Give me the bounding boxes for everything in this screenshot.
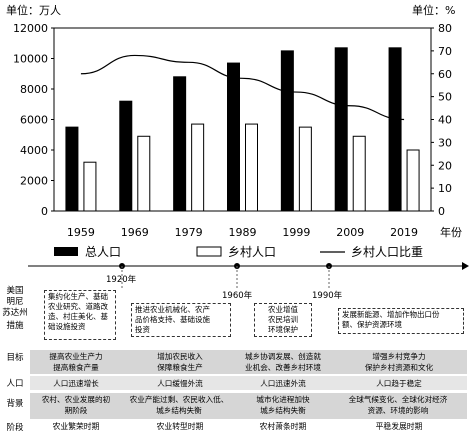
right-tick-label: 30 xyxy=(438,136,452,149)
x-axis-ticks: 1959 1969 1979 1989 1999 2009 2019 xyxy=(67,226,418,239)
left-axis-title: 单位：万人 xyxy=(6,3,61,17)
row-label-measures: 措施 xyxy=(6,321,24,331)
stage-2: 农业转型时期 xyxy=(156,422,204,431)
total-population-bar xyxy=(227,62,240,212)
goal-period-1: 提高农业生产力 提高粮食产量 xyxy=(49,352,103,372)
background-band xyxy=(30,393,467,419)
timeline-arrow xyxy=(28,262,469,288)
stage-4: 平稳发展时期 xyxy=(375,422,423,431)
measures-box-3: 农业增值 农民培训 环境保护 xyxy=(254,303,312,337)
left-tick-label: 12000 xyxy=(13,22,48,35)
goal-period-4: 增强乡村竞争力 保护乡村资源和文化 xyxy=(364,352,434,372)
row-label-region: 美国 明尼 苏达州 xyxy=(2,286,28,318)
measures-box-1: 集约化生产、基础 农业研究、道路改 造、村庄美化、基 础设施投资 xyxy=(44,290,116,340)
right-axis-title: 单位：% xyxy=(412,3,455,17)
rural-population-bar xyxy=(298,126,312,212)
x-tick-label: 1959 xyxy=(67,226,95,239)
total-population-bar xyxy=(65,126,79,212)
goal-period-2: 增加农民收入 保障粮食生产 xyxy=(157,352,203,372)
x-axis-unit: 年份 xyxy=(440,225,462,239)
bar-series xyxy=(65,47,420,212)
year-mark-1990: 1990年 xyxy=(312,291,343,301)
total-population-bar xyxy=(280,50,294,212)
rural-population-bar xyxy=(137,135,151,212)
right-tick-label: 70 xyxy=(438,45,452,58)
legend-share-label: 乡村人口比重 xyxy=(351,245,423,258)
left-tick-label: 0 xyxy=(41,205,48,218)
right-tick-label: 0 xyxy=(438,205,445,218)
plot-frame xyxy=(53,27,432,212)
row-label-background: 背景 xyxy=(6,399,24,409)
row-label-stage: 阶段 xyxy=(6,423,24,433)
goal-period-3: 城乡协调发展、创造就 业机会、改善乡村环境 xyxy=(245,352,321,372)
x-tick-label: 1969 xyxy=(121,226,149,239)
left-tick-label: 8000 xyxy=(20,83,48,96)
rural-population-bar xyxy=(83,161,97,212)
row-label-population: 人口 xyxy=(6,379,24,389)
total-population-bar xyxy=(388,47,402,212)
right-axis-ticks: 0 10 20 30 40 50 60 70 80 xyxy=(431,22,452,218)
right-tick-label: 50 xyxy=(438,91,452,104)
total-population-bar xyxy=(334,47,348,212)
background-period-1: 农村、农业发展的初 期阶段 xyxy=(41,395,111,415)
population-period-2: 人口缓慢外流 xyxy=(157,379,203,388)
left-tick-label: 10000 xyxy=(13,53,48,66)
population-period-4: 人口趋于稳定 xyxy=(376,379,422,388)
measures-box-2: 推进农业机械化、农产 品价格支持、基础设施 投资 xyxy=(131,303,231,337)
legend-total-label: 总人口 xyxy=(85,245,121,258)
left-axis-ticks: 0 2000 4000 6000 8000 10000 12000 xyxy=(13,22,54,218)
rural-population-bar xyxy=(191,123,205,212)
population-band xyxy=(30,376,467,390)
measures-box-4: 发展新能源、增加作物出口份 额、保护资源环境 xyxy=(338,308,464,334)
rural-population-bar xyxy=(245,123,258,212)
population-chart: 单位：万人 单位：% 0 2000 4000 6000 8000 10000 12000 0… xyxy=(6,3,462,258)
right-tick-label: 10 xyxy=(438,182,452,195)
right-tick-label: 20 xyxy=(438,159,452,172)
x-tick-label: 2019 xyxy=(390,226,418,239)
left-tick-label: 6000 xyxy=(20,114,48,127)
rural-population-bar xyxy=(352,135,366,212)
goals-band xyxy=(30,350,467,374)
stage-1: 农业繁荣时期 xyxy=(52,422,100,431)
rural-population-bar xyxy=(406,149,420,212)
left-tick-label: 4000 xyxy=(20,144,48,157)
x-tick-label: 2009 xyxy=(336,226,364,239)
left-tick-label: 2000 xyxy=(20,175,48,188)
total-population-bar xyxy=(119,100,133,212)
rural-share-line xyxy=(80,54,405,121)
row-label-goals: 目标 xyxy=(6,353,24,363)
legend: 总人口 乡村人口 乡村人口比重 xyxy=(54,245,423,258)
stage-3: 农村萧条时期 xyxy=(259,422,307,431)
x-tick-label: 1979 xyxy=(175,226,203,239)
legend-rural-label: 乡村人口 xyxy=(228,245,276,258)
year-mark-1920: 1920年 xyxy=(106,275,137,285)
x-tick-label: 1999 xyxy=(282,226,310,239)
right-tick-label: 40 xyxy=(438,114,452,127)
background-period-2: 农业产能过剩、农民收入低、 城乡结构失衡 xyxy=(129,395,229,415)
population-period-1: 人口迅速增长 xyxy=(53,379,99,388)
legend-rural-swatch xyxy=(196,246,222,257)
legend-total-swatch xyxy=(54,247,78,256)
population-period-3: 人口迅速外流 xyxy=(260,379,306,388)
policy-timeline: 1920年 1960年 1990年 美国 明尼 苏达州 措施 目标 人口 背景 … xyxy=(0,258,469,438)
right-tick-label: 60 xyxy=(438,68,452,81)
right-tick-label: 80 xyxy=(438,22,452,35)
background-period-3: 城市化进程加快 城乡结构失衡 xyxy=(256,395,310,415)
x-tick-label: 1989 xyxy=(229,226,257,239)
total-population-bar xyxy=(173,76,187,212)
year-mark-1960: 1960年 xyxy=(222,291,253,301)
background-period-4: 全球气候变化、全球化对经济 资源、环境的影响 xyxy=(348,395,448,415)
